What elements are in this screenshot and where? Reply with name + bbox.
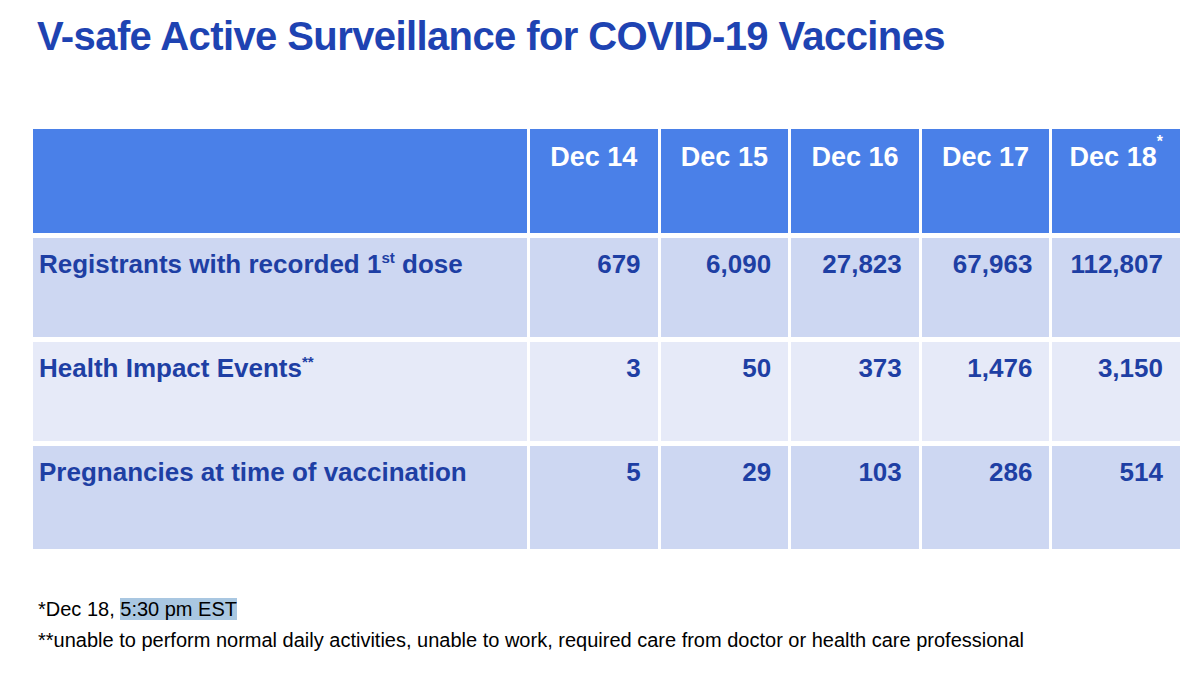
table-cell: 27,823: [791, 238, 919, 337]
table-cell: 29: [661, 446, 789, 549]
row-label-text: Pregnancies at time of vaccination: [39, 457, 467, 487]
column-header-label: Dec 15: [681, 142, 768, 173]
table-cell: 3: [530, 342, 658, 441]
data-table: Dec 14 Dec 15 Dec 16 Dec 17 Dec 18* Regi…: [33, 129, 1180, 549]
table-cell: 6,090: [661, 238, 789, 337]
table-cell: 514: [1052, 446, 1180, 549]
footnote-text: *Dec 18,: [38, 598, 120, 620]
row-label-text: dose: [395, 249, 463, 279]
table-cell: 50: [661, 342, 789, 441]
highlighted-text: 5:30 pm EST: [120, 598, 237, 620]
column-header-label: Dec 14: [550, 142, 637, 173]
table-cell: 1,476: [922, 342, 1050, 441]
row-label-health-impact: Health Impact Events**: [33, 342, 527, 441]
column-header-label: Dec 16: [811, 142, 898, 173]
page-title: V-safe Active Surveillance for COVID-19 …: [37, 14, 945, 59]
row-label-superscript: **: [302, 353, 314, 370]
table-cell: 5: [530, 446, 658, 549]
table-cell: 373: [791, 342, 919, 441]
table-cell: 3,150: [1052, 342, 1180, 441]
column-header: Dec 17: [922, 129, 1050, 233]
table-cell: 103: [791, 446, 919, 549]
column-header: Dec 14: [530, 129, 658, 233]
table-cell: 679: [530, 238, 658, 337]
row-label-text: Health Impact Events: [39, 353, 302, 383]
row-label-registrants: Registrants with recorded 1st dose: [33, 238, 527, 337]
footnote-dated: *Dec 18, 5:30 pm EST: [38, 594, 1024, 625]
row-label-text: Registrants with recorded 1: [39, 249, 381, 279]
table-cell: 67,963: [922, 238, 1050, 337]
column-header-label: Dec 17: [942, 142, 1029, 173]
column-header: Dec 16: [791, 129, 919, 233]
row-label-superscript: st: [381, 249, 394, 266]
table-cell: 286: [922, 446, 1050, 549]
column-header: Dec 15: [661, 129, 789, 233]
footnote-definition: **unable to perform normal daily activit…: [38, 625, 1024, 656]
table-cell: 112,807: [1052, 238, 1180, 337]
table-corner-cell: [33, 129, 527, 233]
column-header-label: Dec 18: [1070, 142, 1157, 173]
column-header: Dec 18*: [1052, 129, 1180, 233]
row-label-pregnancies: Pregnancies at time of vaccination: [33, 446, 527, 549]
footnotes: *Dec 18, 5:30 pm EST **unable to perform…: [38, 594, 1024, 656]
